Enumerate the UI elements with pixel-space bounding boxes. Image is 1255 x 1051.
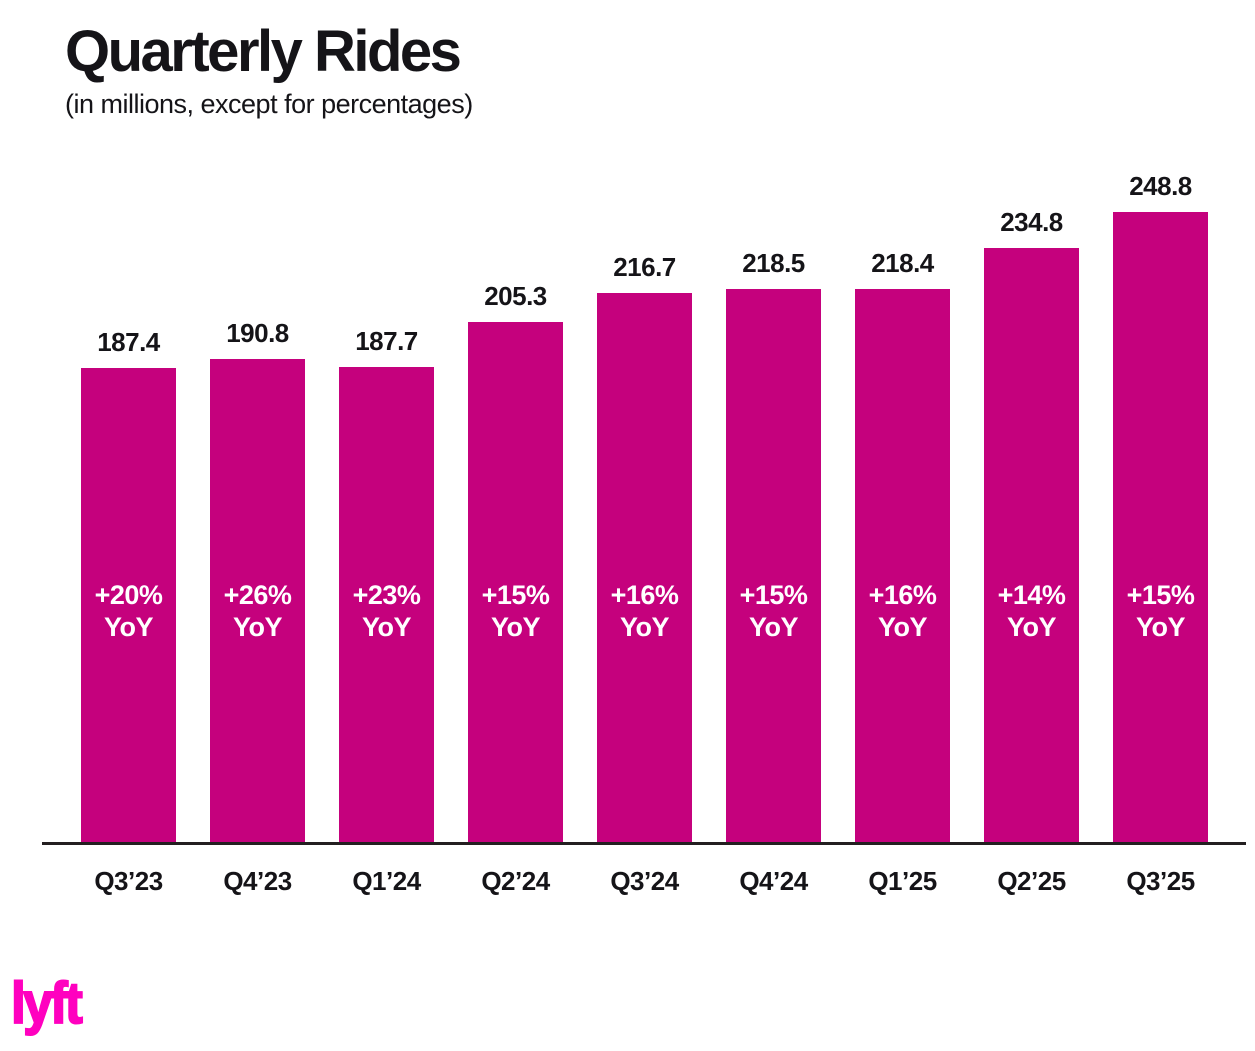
bar-column: 218.4 +16% YoY	[855, 248, 950, 843]
x-axis-tick-label: Q1’24	[352, 866, 421, 896]
bar-yoy-label: +26% YoY	[223, 580, 292, 642]
bar: +23% YoY	[339, 367, 434, 843]
bar: +26% YoY	[210, 359, 305, 843]
x-axis-tick-label: Q1’25	[868, 866, 937, 896]
bar-column: 218.5 +15% YoY	[726, 248, 821, 843]
bar-value-label: 205.3	[484, 281, 547, 311]
bar-column: 248.8 +15% YoY	[1113, 171, 1208, 843]
x-axis-tick-label: Q3’25	[1126, 866, 1195, 896]
bar: +16% YoY	[597, 293, 692, 843]
bar-column: 187.7 +23% YoY	[339, 326, 434, 843]
bar: +15% YoY	[726, 289, 821, 843]
bar-column: 205.3 +15% YoY	[468, 281, 563, 843]
bar-value-label: 218.5	[742, 248, 805, 278]
bar: +14% YoY	[984, 248, 1079, 843]
bar: +15% YoY	[1113, 212, 1208, 843]
page-subtitle: (in millions, except for percentages)	[65, 88, 473, 119]
x-axis-tick-label: Q2’24	[481, 866, 550, 896]
bar-column: 190.8 +26% YoY	[210, 318, 305, 843]
bar-value-label: 190.8	[226, 318, 289, 348]
bar-yoy-label: +20% YoY	[94, 580, 163, 642]
bar-column: 234.8 +14% YoY	[984, 207, 1079, 843]
x-axis-tick-label: Q2’25	[997, 866, 1066, 896]
bar-value-label: 187.4	[97, 327, 160, 357]
bar-value-label: 234.8	[1000, 207, 1063, 237]
bar-value-label: 216.7	[613, 252, 676, 282]
bar-yoy-label: +15% YoY	[739, 580, 808, 642]
x-axis-tick-label: Q4’24	[739, 866, 808, 896]
bar-value-label: 218.4	[871, 248, 934, 278]
bar: +20% YoY	[81, 368, 176, 843]
lyft-logo: lyft	[10, 970, 84, 1037]
bar-column: 187.4 +20% YoY	[81, 327, 176, 843]
bar-chart: 187.4 +20% YoY 190.8 +26% YoY 187.7 +23% YoY 205.…	[81, 171, 1208, 843]
x-axis-tick-label: Q3’23	[94, 866, 163, 896]
x-axis-tick-label: Q3’24	[610, 866, 679, 896]
x-axis-line	[42, 842, 1246, 845]
bar-yoy-label: +15% YoY	[481, 580, 550, 642]
bar-yoy-label: +23% YoY	[352, 580, 421, 642]
bar: +16% YoY	[855, 289, 950, 843]
x-axis-labels: Q3’23 Q4’23 Q1’24 Q2’24 Q3’24 Q4’24 Q1’25 Q2’25…	[81, 866, 1208, 897]
page-title: Quarterly Rides	[65, 19, 462, 84]
bar-column: 216.7 +16% YoY	[597, 252, 692, 843]
bar: +15% YoY	[468, 322, 563, 843]
bar-value-label: 187.7	[355, 326, 418, 356]
chart-header: Quarterly Rides (in millions, except for…	[65, 19, 473, 120]
bar-value-label: 248.8	[1129, 171, 1192, 201]
bar-yoy-label: +15% YoY	[1126, 580, 1195, 642]
bar-yoy-label: +16% YoY	[868, 580, 937, 642]
bar-yoy-label: +16% YoY	[610, 580, 679, 642]
x-axis-tick-label: Q4’23	[223, 866, 292, 896]
bar-yoy-label: +14% YoY	[997, 580, 1066, 642]
